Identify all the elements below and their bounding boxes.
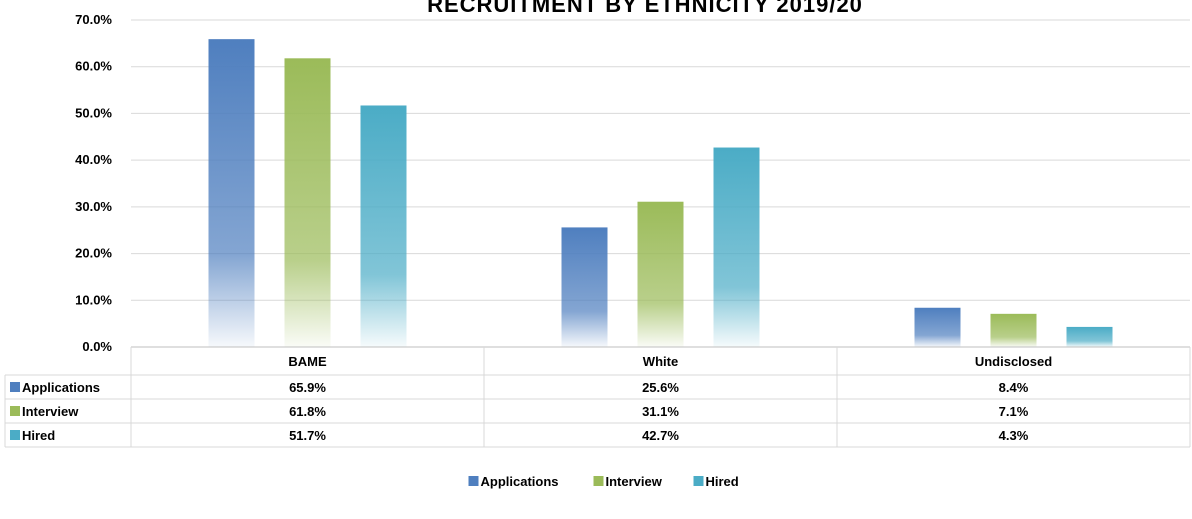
data-label: 42.7% bbox=[642, 428, 679, 443]
data-table: BAME White Undisclosed Applications 65.9% 25.… bbox=[4, 346, 1191, 448]
legend-label: Applications bbox=[481, 474, 559, 489]
bar-hired-white bbox=[713, 147, 760, 347]
data-label: 8.4% bbox=[999, 380, 1029, 395]
y-tick-label: 50.0% bbox=[75, 105, 112, 120]
bar-applications-undisclosed bbox=[914, 307, 961, 347]
table-legend-swatch bbox=[10, 406, 20, 416]
table-legend-swatch bbox=[10, 382, 20, 392]
y-tick-label: 30.0% bbox=[75, 199, 112, 214]
legend: Applications Interview Hired bbox=[468, 474, 739, 489]
data-label: 65.9% bbox=[289, 380, 326, 395]
bar-hired-undisclosed bbox=[1066, 326, 1113, 347]
category-label: Undisclosed bbox=[975, 354, 1052, 369]
data-label: 51.7% bbox=[289, 428, 326, 443]
y-tick-label: 70.0% bbox=[75, 12, 112, 27]
data-label: 61.8% bbox=[289, 404, 326, 419]
table-legend-swatch bbox=[10, 430, 20, 440]
data-label: 7.1% bbox=[999, 404, 1029, 419]
bar-interview-white bbox=[637, 201, 684, 347]
bar-hired-bame bbox=[360, 105, 407, 347]
y-tick-label: 60.0% bbox=[75, 59, 112, 74]
table-series-name: Hired bbox=[22, 428, 55, 443]
table-series-name: Interview bbox=[22, 404, 79, 419]
y-tick-label: 10.0% bbox=[75, 292, 112, 307]
legend-swatch bbox=[468, 476, 479, 486]
y-tick-label: 0.0% bbox=[82, 339, 112, 354]
legend-label: Hired bbox=[706, 474, 739, 489]
bar-interview-undisclosed bbox=[990, 313, 1037, 347]
data-label: 25.6% bbox=[642, 380, 679, 395]
category-label: BAME bbox=[288, 354, 327, 369]
y-tick-label: 40.0% bbox=[75, 152, 112, 167]
data-label: 4.3% bbox=[999, 428, 1029, 443]
chart-title: RECRUITMENT BY ETHNICITY 2019/20 bbox=[427, 0, 863, 17]
bar-applications-white bbox=[561, 227, 608, 347]
y-axis-ticks: 0.0% 10.0% 20.0% 30.0% 40.0% 50.0% 60.0% 70.0% bbox=[75, 12, 112, 354]
category-label: White bbox=[643, 354, 678, 369]
y-tick-label: 20.0% bbox=[75, 246, 112, 261]
table-series-name: Applications bbox=[22, 380, 100, 395]
legend-swatch bbox=[693, 476, 704, 486]
legend-swatch bbox=[593, 476, 604, 486]
bar-applications-bame bbox=[208, 39, 255, 347]
data-label: 31.1% bbox=[642, 404, 679, 419]
legend-label: Interview bbox=[606, 474, 663, 489]
bars bbox=[208, 39, 1113, 347]
bar-interview-bame bbox=[284, 58, 331, 347]
